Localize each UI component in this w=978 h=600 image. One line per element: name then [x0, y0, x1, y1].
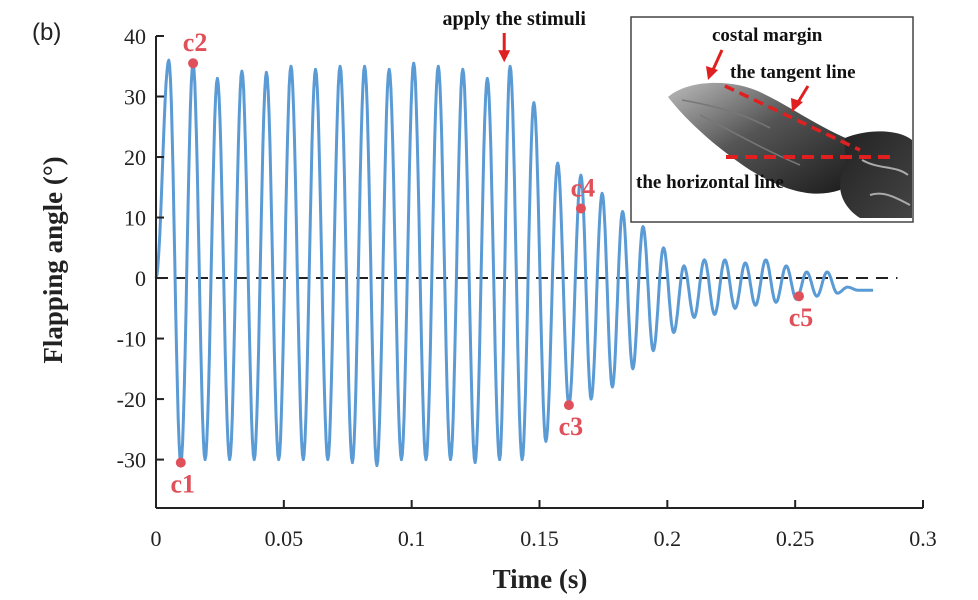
y-tick-label: 10 — [124, 206, 146, 231]
point-label-c1: c1 — [171, 470, 196, 499]
point-c4 — [575, 203, 586, 214]
wing-inset: costal margin the tangent line the horiz… — [630, 16, 914, 223]
y-tick-label: -10 — [117, 327, 146, 352]
wing-veins — [681, 99, 801, 166]
y-tick-label: 20 — [124, 145, 146, 170]
costal-margin-arrow-shaft — [710, 49, 724, 73]
stimuli-annotation-text: apply the stimuli — [443, 8, 587, 30]
point-label-c5: c5 — [789, 303, 814, 332]
x-tick-label: 0.2 — [654, 526, 682, 551]
tangent-arrow-icon — [791, 98, 803, 112]
x-tick-label: 0.1 — [398, 526, 426, 551]
panel-label: (b) — [32, 19, 61, 46]
point-label-c3: c3 — [559, 412, 584, 441]
point-label-c2: c2 — [183, 28, 208, 57]
y-tick-label: 0 — [135, 266, 146, 291]
y-tick-label: 30 — [124, 85, 146, 110]
horizontal-line-label: the horizontal line — [636, 172, 784, 193]
x-tick-label: 0.15 — [520, 526, 559, 551]
x-tick-label: 0 — [151, 526, 162, 551]
tangent-line-label: the tangent line — [730, 62, 856, 83]
point-c2 — [188, 58, 199, 69]
tangent-line — [724, 84, 861, 152]
insect-body — [840, 131, 912, 218]
stimuli-arrow-icon — [498, 50, 511, 63]
y-tick-label: 40 — [124, 24, 146, 49]
costal-margin-label: costal margin — [712, 25, 823, 46]
y-axis-title: Flapping angle (°) — [38, 156, 68, 363]
body-highlights — [861, 159, 911, 206]
wing-image — [668, 82, 856, 194]
point-label-c4: c4 — [571, 173, 596, 202]
y-tick-label: -30 — [117, 448, 146, 473]
y-tick-label: -20 — [117, 387, 146, 412]
costal-margin-arrow-icon — [706, 66, 718, 80]
x-tick-label: 0.25 — [776, 526, 815, 551]
point-c3 — [563, 400, 574, 411]
flapping-angle-line — [154, 58, 874, 468]
point-c1 — [175, 457, 186, 468]
x-tick-label: 0.3 — [909, 526, 937, 551]
x-tick-label: 0.05 — [265, 526, 304, 551]
x-axis-title: Time (s) — [493, 564, 588, 594]
point-c5 — [794, 291, 805, 302]
